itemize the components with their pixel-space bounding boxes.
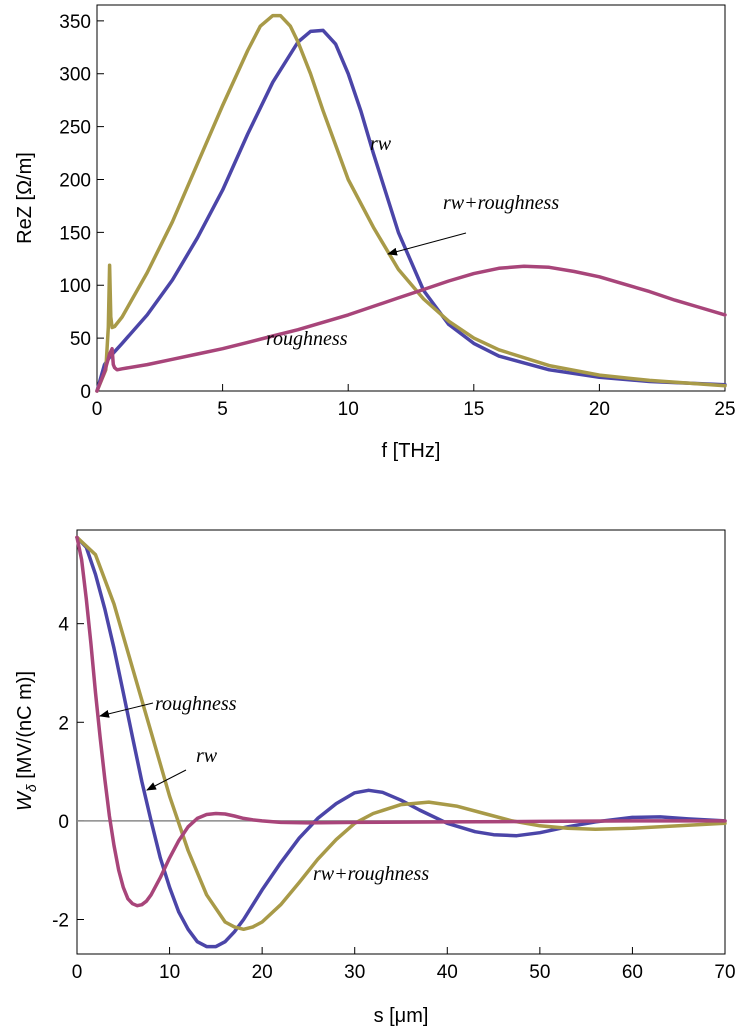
top-x-tick-label: 5 xyxy=(217,399,228,420)
top-y-tick-label: 200 xyxy=(59,170,91,191)
bottom-y-tick-label: -2 xyxy=(52,910,69,931)
top-x-tick-label: 20 xyxy=(589,399,610,420)
bottom-annotation-rw: rw xyxy=(196,745,218,767)
bottom-x-tick-label: 40 xyxy=(437,962,458,983)
bottom-x-tick-label: 0 xyxy=(72,962,83,983)
bottom-series-rw xyxy=(75,535,727,949)
top-x-axis-label: f [THz] xyxy=(382,440,441,462)
bottom-annotation-roughness: roughness xyxy=(155,693,237,715)
bottom-y-axis-label: Wδ [MV/(nC m)] xyxy=(14,671,39,811)
bottom-series-rw-roughness xyxy=(75,535,727,932)
bottom-y-tick-label: 4 xyxy=(58,615,69,636)
top-series-rw xyxy=(95,28,727,393)
bottom-x-tick-label: 30 xyxy=(344,962,365,983)
top-x-tick-label: 0 xyxy=(92,399,103,420)
top-y-tick-label: 250 xyxy=(59,118,91,139)
bottom-plot-frame xyxy=(76,529,726,955)
top-annotation-rw: rw xyxy=(370,133,392,155)
bottom-annotation-rw-roughness: rw+roughness xyxy=(313,863,429,885)
top-series xyxy=(95,13,727,393)
bottom-y-tick-label: 0 xyxy=(58,812,69,833)
bottom-annotation-roughness-arrow xyxy=(99,702,154,718)
top-annotation-rw-roughness: rw+roughness xyxy=(443,192,559,214)
bottom-series-roughness xyxy=(75,535,727,908)
bottom-x-tick-label: 50 xyxy=(529,962,550,983)
top-y-tick-label: 100 xyxy=(59,276,91,297)
top-x-tick-label: 10 xyxy=(338,399,359,420)
top-annotation-rw-roughness-arrow xyxy=(387,232,467,256)
top-y-tick-label: 50 xyxy=(70,329,91,350)
bottom-x-tick-label: 20 xyxy=(252,962,273,983)
top-series-rw-roughness xyxy=(95,13,727,393)
bottom-x-tick-label: 10 xyxy=(159,962,180,983)
top-y-tick-label: 350 xyxy=(59,12,91,33)
top-plot-frame xyxy=(96,4,726,392)
top-x-tick-label: 25 xyxy=(714,399,735,420)
bottom-annotation-rw-arrow xyxy=(146,769,187,791)
bottom-y-tick-label: 2 xyxy=(58,713,69,734)
bottom-x-tick-label: 60 xyxy=(622,962,643,983)
top-y-tick-label: 150 xyxy=(59,223,91,244)
top-y-axis-label: ReZ [Ω/m] xyxy=(14,152,36,244)
top-x-tick-label: 15 xyxy=(463,399,484,420)
bottom-ticks: 0 10 20 30 40 50 60 70 -2 0 2 4 xyxy=(52,615,735,983)
bottom-x-axis-label: s [μm] xyxy=(374,1005,429,1027)
top-annotation-roughness: roughness xyxy=(266,328,348,350)
top-series-roughness xyxy=(95,264,727,393)
bottom-chart: 0 10 20 30 40 50 60 70 -2 0 2 4 s [μm] Wδ [MV/(nC m… xyxy=(14,529,736,1027)
top-y-tick-label: 0 xyxy=(80,382,91,403)
bottom-series xyxy=(75,535,727,949)
top-y-tick-label: 300 xyxy=(59,65,91,86)
bottom-x-tick-label: 70 xyxy=(714,962,735,983)
